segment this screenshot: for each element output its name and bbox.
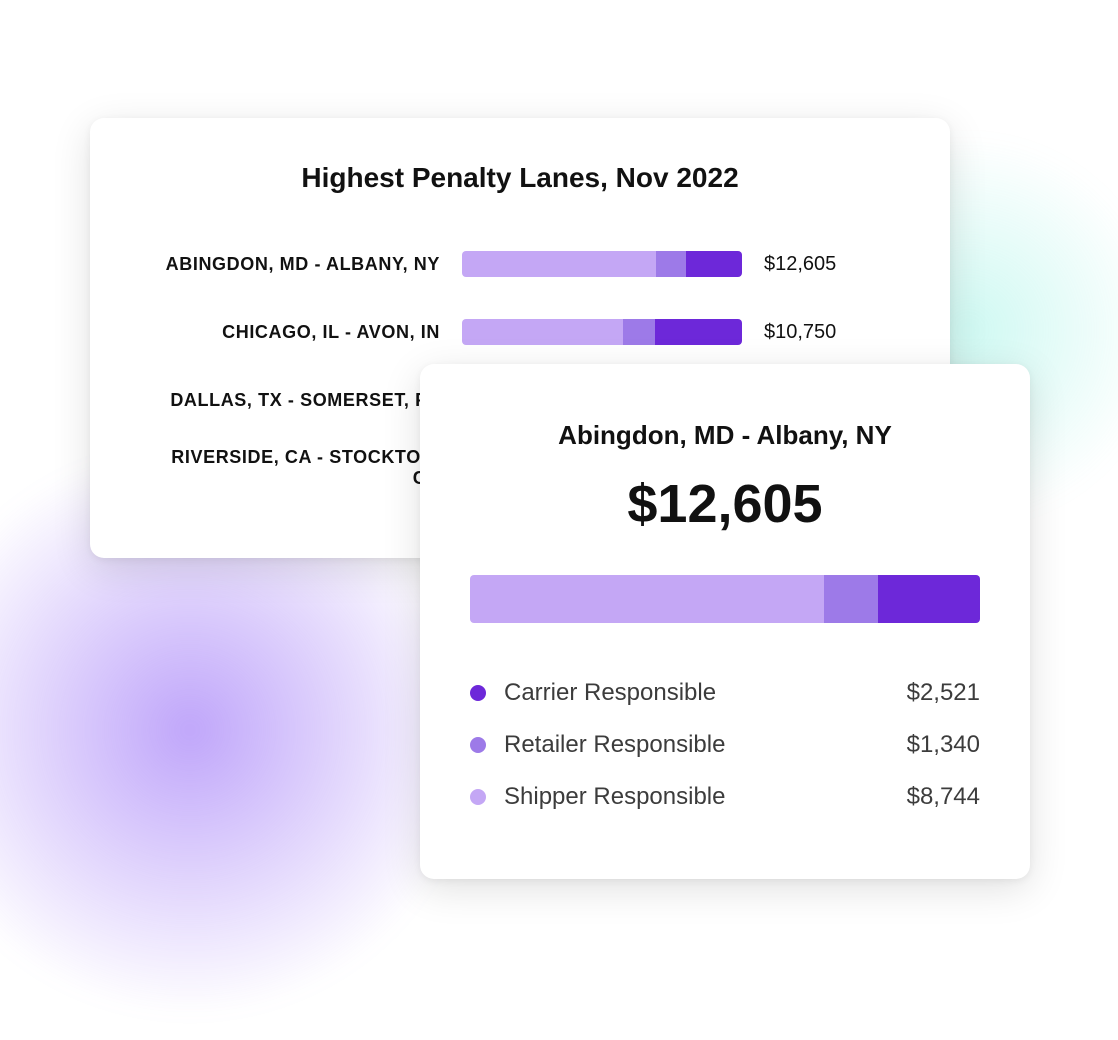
breakdown-row: Shipper Responsible$8,744 — [470, 771, 980, 823]
lane-value: $12,605 — [764, 253, 836, 276]
lanes-card-title: Highest Penalty Lanes, Nov 2022 — [140, 162, 900, 194]
breakdown-label: Shipper Responsible — [504, 783, 907, 811]
breakdown-label: Carrier Responsible — [504, 679, 907, 707]
breakdown-value: $2,521 — [907, 679, 980, 707]
breakdown-value: $8,744 — [907, 783, 980, 811]
lane-row[interactable]: ABINGDON, MD - ALBANY, NY $12,605 — [140, 230, 900, 298]
lane-bar-segment-retailer — [623, 319, 654, 345]
lane-detail-card: Abingdon, MD - Albany, NY $12,605 Carrie… — [420, 364, 1030, 879]
lane-label: DALLAS, TX - SOMERSET, PA — [140, 390, 440, 411]
lane-label: ABINGDON, MD - ALBANY, NY — [140, 254, 440, 275]
detail-bar-segment-shipper — [470, 575, 824, 623]
lane-bar-segment-carrier — [686, 251, 742, 277]
breakdown-value: $1,340 — [907, 731, 980, 759]
detail-total: $12,605 — [470, 473, 980, 535]
lane-bar — [462, 319, 742, 345]
legend-dot-carrier — [470, 685, 486, 701]
detail-bar-segment-carrier — [878, 575, 980, 623]
lane-bar — [462, 251, 742, 277]
detail-stacked-bar — [470, 575, 980, 623]
lane-bar-segment-shipper — [462, 251, 656, 277]
detail-bar-segment-retailer — [824, 575, 878, 623]
detail-title: Abingdon, MD - Albany, NY — [470, 420, 980, 451]
lane-label: CHICAGO, IL - AVON, IN — [140, 322, 440, 343]
lane-bar-segment-carrier — [655, 319, 742, 345]
lane-row[interactable]: CHICAGO, IL - AVON, IN $10,750 — [140, 298, 900, 366]
legend-dot-shipper — [470, 789, 486, 805]
breakdown-label: Retailer Responsible — [504, 731, 907, 759]
lane-bar-segment-shipper — [462, 319, 623, 345]
lane-bar-segment-retailer — [656, 251, 686, 277]
lane-value: $10,750 — [764, 321, 836, 344]
breakdown-list: Carrier Responsible$2,521Retailer Respon… — [470, 667, 980, 823]
breakdown-row: Retailer Responsible$1,340 — [470, 719, 980, 771]
legend-dot-retailer — [470, 737, 486, 753]
lane-label: RIVERSIDE, CA - STOCKTON, CA — [140, 447, 440, 489]
breakdown-row: Carrier Responsible$2,521 — [470, 667, 980, 719]
